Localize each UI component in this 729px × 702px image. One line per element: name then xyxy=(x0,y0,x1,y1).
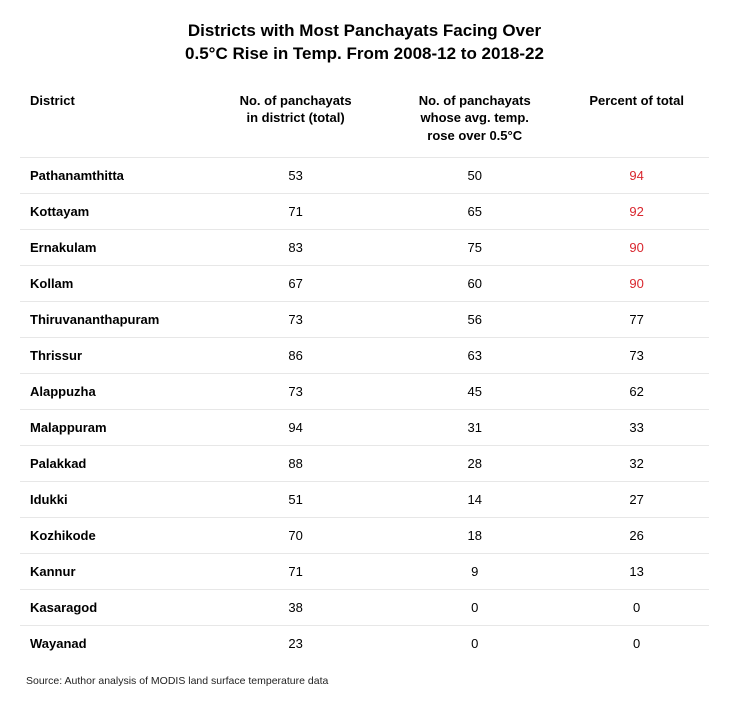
cell-district: Wayanad xyxy=(20,625,206,661)
cell-rose: 0 xyxy=(385,589,564,625)
cell-rose: 65 xyxy=(385,193,564,229)
table-body: Pathanamthitta535094Kottayam716592Ernaku… xyxy=(20,157,709,661)
table-row: Palakkad882832 xyxy=(20,445,709,481)
cell-percent: 90 xyxy=(564,229,709,265)
cell-district: Kollam xyxy=(20,265,206,301)
cell-percent: 0 xyxy=(564,589,709,625)
table-title: Districts with Most Panchayats Facing Ov… xyxy=(20,20,709,66)
cell-total: 67 xyxy=(206,265,385,301)
cell-rose: 56 xyxy=(385,301,564,337)
table-row: Kollam676090 xyxy=(20,265,709,301)
cell-total: 71 xyxy=(206,193,385,229)
cell-district: Kottayam xyxy=(20,193,206,229)
col-total-l2: in district (total) xyxy=(246,110,344,125)
table-row: Malappuram943133 xyxy=(20,409,709,445)
title-line-1: Districts with Most Panchayats Facing Ov… xyxy=(188,21,541,40)
cell-rose: 75 xyxy=(385,229,564,265)
col-rose: No. of panchayats whose avg. temp. rose … xyxy=(385,84,564,157)
table-row: Thiruvananthapuram735677 xyxy=(20,301,709,337)
panchayat-table: District No. of panchayats in district (… xyxy=(20,84,709,661)
cell-district: Kozhikode xyxy=(20,517,206,553)
cell-district: Alappuzha xyxy=(20,373,206,409)
cell-district: Kasaragod xyxy=(20,589,206,625)
cell-district: Thiruvananthapuram xyxy=(20,301,206,337)
table-row: Alappuzha734562 xyxy=(20,373,709,409)
cell-rose: 45 xyxy=(385,373,564,409)
table-row: Wayanad2300 xyxy=(20,625,709,661)
col-rose-l2: whose avg. temp. xyxy=(421,110,529,125)
col-total-l1: No. of panchayats xyxy=(240,93,352,108)
cell-total: 71 xyxy=(206,553,385,589)
cell-percent: 62 xyxy=(564,373,709,409)
table-row: Kannur71913 xyxy=(20,553,709,589)
cell-district: Kannur xyxy=(20,553,206,589)
col-percent: Percent of total xyxy=(564,84,709,157)
cell-district: Thrissur xyxy=(20,337,206,373)
cell-percent: 13 xyxy=(564,553,709,589)
cell-total: 51 xyxy=(206,481,385,517)
cell-percent: 32 xyxy=(564,445,709,481)
cell-total: 38 xyxy=(206,589,385,625)
cell-percent: 92 xyxy=(564,193,709,229)
cell-total: 73 xyxy=(206,301,385,337)
cell-rose: 0 xyxy=(385,625,564,661)
cell-rose: 9 xyxy=(385,553,564,589)
cell-district: Pathanamthitta xyxy=(20,157,206,193)
cell-rose: 31 xyxy=(385,409,564,445)
cell-total: 88 xyxy=(206,445,385,481)
col-rose-l1: No. of panchayats xyxy=(419,93,531,108)
table-row: Kozhikode701826 xyxy=(20,517,709,553)
cell-rose: 28 xyxy=(385,445,564,481)
header-row: District No. of panchayats in district (… xyxy=(20,84,709,157)
source-note: Source: Author analysis of MODIS land su… xyxy=(20,675,709,687)
cell-total: 83 xyxy=(206,229,385,265)
cell-rose: 63 xyxy=(385,337,564,373)
cell-percent: 94 xyxy=(564,157,709,193)
cell-percent: 33 xyxy=(564,409,709,445)
table-row: Pathanamthitta535094 xyxy=(20,157,709,193)
cell-rose: 50 xyxy=(385,157,564,193)
cell-district: Ernakulam xyxy=(20,229,206,265)
cell-total: 94 xyxy=(206,409,385,445)
cell-percent: 73 xyxy=(564,337,709,373)
cell-percent: 0 xyxy=(564,625,709,661)
cell-total: 70 xyxy=(206,517,385,553)
cell-total: 53 xyxy=(206,157,385,193)
cell-percent: 77 xyxy=(564,301,709,337)
table-row: Ernakulam837590 xyxy=(20,229,709,265)
table-row: Kottayam716592 xyxy=(20,193,709,229)
cell-total: 73 xyxy=(206,373,385,409)
cell-rose: 60 xyxy=(385,265,564,301)
cell-rose: 18 xyxy=(385,517,564,553)
cell-percent: 90 xyxy=(564,265,709,301)
col-rose-l3: rose over 0.5°C xyxy=(427,128,522,143)
title-line-2: 0.5°C Rise in Temp. From 2008-12 to 2018… xyxy=(185,44,544,63)
col-district: District xyxy=(20,84,206,157)
cell-district: Palakkad xyxy=(20,445,206,481)
table-row: Idukki511427 xyxy=(20,481,709,517)
cell-total: 86 xyxy=(206,337,385,373)
cell-percent: 26 xyxy=(564,517,709,553)
cell-district: Malappuram xyxy=(20,409,206,445)
table-row: Kasaragod3800 xyxy=(20,589,709,625)
cell-total: 23 xyxy=(206,625,385,661)
cell-district: Idukki xyxy=(20,481,206,517)
table-row: Thrissur866373 xyxy=(20,337,709,373)
cell-percent: 27 xyxy=(564,481,709,517)
cell-rose: 14 xyxy=(385,481,564,517)
col-total: No. of panchayats in district (total) xyxy=(206,84,385,157)
